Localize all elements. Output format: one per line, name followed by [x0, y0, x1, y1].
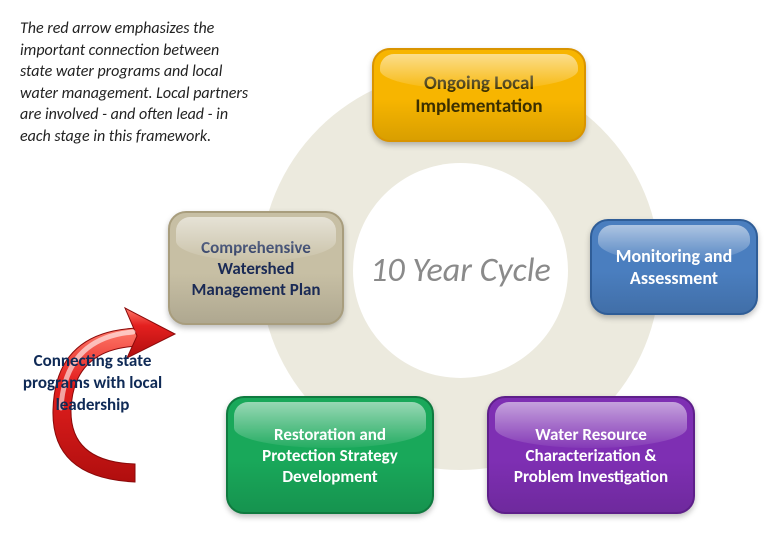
node-ongoing-implementation: Ongoing Local Implementation — [372, 48, 586, 142]
node-label: Monitoring and Assessment — [604, 245, 744, 289]
cycle-center-label: 10 Year Cycle — [370, 251, 551, 290]
node-label: Comprehensive Watershed Management Plan — [182, 237, 330, 300]
node-monitoring-assessment: Monitoring and Assessment — [590, 219, 758, 315]
caption-text: The red arrow emphasizes the important c… — [20, 18, 250, 148]
node-label: Restoration and Protection Strategy Deve… — [240, 424, 420, 487]
node-label: Water Resource Characterization & Proble… — [501, 424, 681, 487]
node-water-resource-characterization: Water Resource Characterization & Proble… — [487, 396, 695, 514]
node-restoration-protection: Restoration and Protection Strategy Deve… — [226, 396, 434, 514]
node-comprehensive-plan: Comprehensive Watershed Management Plan — [168, 211, 344, 325]
node-label: Ongoing Local Implementation — [386, 72, 572, 118]
cycle-center: 10 Year Cycle — [353, 163, 568, 378]
connector-label: Connecting state programs with local lea… — [20, 350, 165, 416]
